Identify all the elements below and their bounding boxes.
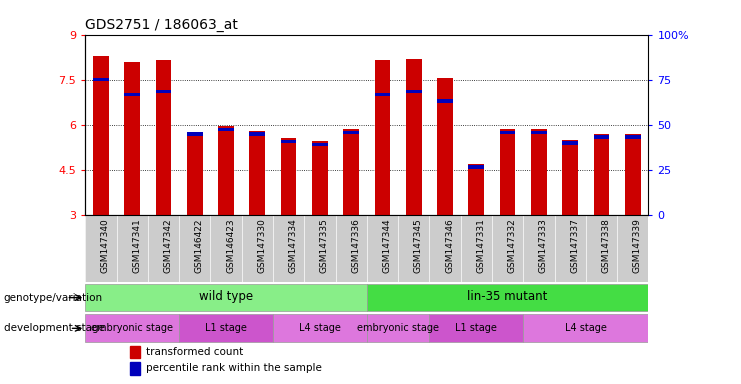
Text: GSM147331: GSM147331	[476, 218, 485, 273]
Text: GSM146422: GSM146422	[195, 218, 204, 273]
Text: development stage: development stage	[4, 323, 104, 333]
Bar	[187, 132, 202, 136]
Text: GSM147333: GSM147333	[539, 218, 548, 273]
Text: GSM147337: GSM147337	[570, 218, 579, 273]
Text: transformed count: transformed count	[146, 347, 243, 357]
Bar	[437, 99, 453, 103]
Text: L1 stage: L1 stage	[205, 323, 247, 333]
Bar	[406, 89, 422, 93]
Text: wild type: wild type	[199, 290, 253, 303]
Text: genotype/variation: genotype/variation	[4, 293, 103, 303]
Text: L4 stage: L4 stage	[299, 323, 341, 333]
Bar	[499, 129, 516, 215]
Bar	[625, 134, 640, 215]
Text: GSM147336: GSM147336	[351, 218, 360, 273]
Bar	[499, 131, 516, 134]
Bar	[85, 314, 179, 342]
Bar	[93, 56, 109, 215]
Text: L1 stage: L1 stage	[456, 323, 497, 333]
Text: percentile rank within the sample: percentile rank within the sample	[146, 364, 322, 374]
Bar	[375, 93, 391, 96]
Bar	[130, 346, 140, 358]
Bar	[179, 314, 273, 342]
Bar	[562, 140, 578, 215]
Text: GSM147344: GSM147344	[382, 218, 391, 273]
Text: L4 stage: L4 stage	[565, 323, 607, 333]
Text: GSM146423: GSM146423	[226, 218, 235, 273]
Text: GSM147332: GSM147332	[508, 218, 516, 273]
Text: GDS2751 / 186063_at: GDS2751 / 186063_at	[85, 18, 238, 32]
Text: GSM147342: GSM147342	[164, 218, 173, 273]
Text: GSM147339: GSM147339	[633, 218, 642, 273]
Bar	[124, 93, 140, 96]
Bar	[281, 140, 296, 144]
Bar	[343, 131, 359, 134]
Bar	[531, 129, 547, 215]
Bar	[429, 314, 523, 342]
Text: GSM147330: GSM147330	[257, 218, 266, 273]
Bar	[594, 134, 609, 215]
Text: GSM147341: GSM147341	[132, 218, 141, 273]
Bar	[367, 284, 648, 311]
Text: lin-35 mutant: lin-35 mutant	[468, 290, 548, 303]
Text: GSM147335: GSM147335	[320, 218, 329, 273]
Bar	[85, 284, 367, 311]
Bar	[468, 166, 484, 169]
Bar	[250, 132, 265, 136]
Bar	[130, 362, 140, 375]
Bar	[156, 60, 171, 215]
Bar	[531, 131, 547, 134]
Text: GSM147340: GSM147340	[101, 218, 110, 273]
Bar	[375, 60, 391, 215]
Text: embryonic stage: embryonic stage	[357, 323, 439, 333]
Text: GSM147338: GSM147338	[602, 218, 611, 273]
Bar	[281, 138, 296, 215]
Text: GSM147346: GSM147346	[445, 218, 454, 273]
Bar	[367, 314, 429, 342]
Text: GSM147334: GSM147334	[288, 218, 298, 273]
Text: embryonic stage: embryonic stage	[91, 323, 173, 333]
Bar	[187, 134, 202, 215]
Bar	[406, 59, 422, 215]
Bar	[562, 141, 578, 145]
Text: GSM147345: GSM147345	[413, 218, 422, 273]
Bar	[523, 314, 648, 342]
Bar	[273, 314, 367, 342]
Bar	[343, 129, 359, 215]
Bar	[437, 78, 453, 215]
Bar	[625, 135, 640, 139]
Bar	[218, 126, 234, 215]
Bar	[594, 135, 609, 139]
Bar	[250, 131, 265, 215]
Bar	[156, 89, 171, 93]
Bar	[93, 78, 109, 81]
Bar	[312, 141, 328, 215]
Bar	[468, 164, 484, 215]
Bar	[124, 62, 140, 215]
Bar	[218, 128, 234, 131]
Bar	[312, 143, 328, 146]
